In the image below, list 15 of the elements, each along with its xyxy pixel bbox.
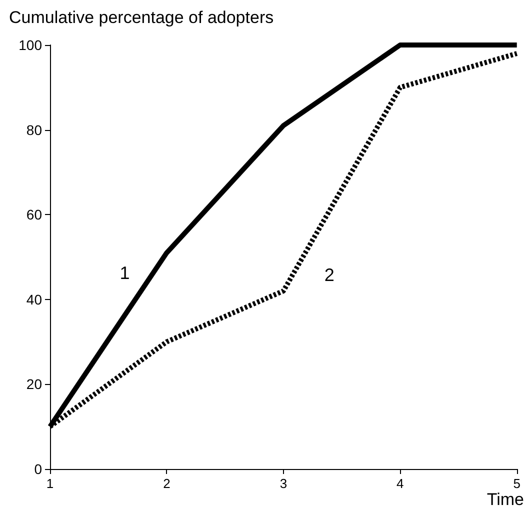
x-tick-label: 3 xyxy=(280,476,288,491)
series-label: 2 xyxy=(324,264,334,285)
x-axis-title: Time xyxy=(486,490,524,509)
y-tick-label: 80 xyxy=(26,122,42,138)
y-tick-label: 60 xyxy=(26,206,42,223)
y-tick-label: 40 xyxy=(26,291,42,308)
x-tick-label: 5 xyxy=(513,476,520,491)
x-tick-label: 1 xyxy=(46,476,54,491)
x-tick-label: 2 xyxy=(163,476,170,491)
series-label: 1 xyxy=(120,262,130,283)
y-tick-label: 100 xyxy=(18,37,42,53)
chart-title: Cumulative percentage of adopters xyxy=(9,8,274,27)
y-tick-label: 20 xyxy=(26,376,42,392)
x-tick-label: 4 xyxy=(396,476,404,491)
y-tick-label: 0 xyxy=(34,461,42,477)
